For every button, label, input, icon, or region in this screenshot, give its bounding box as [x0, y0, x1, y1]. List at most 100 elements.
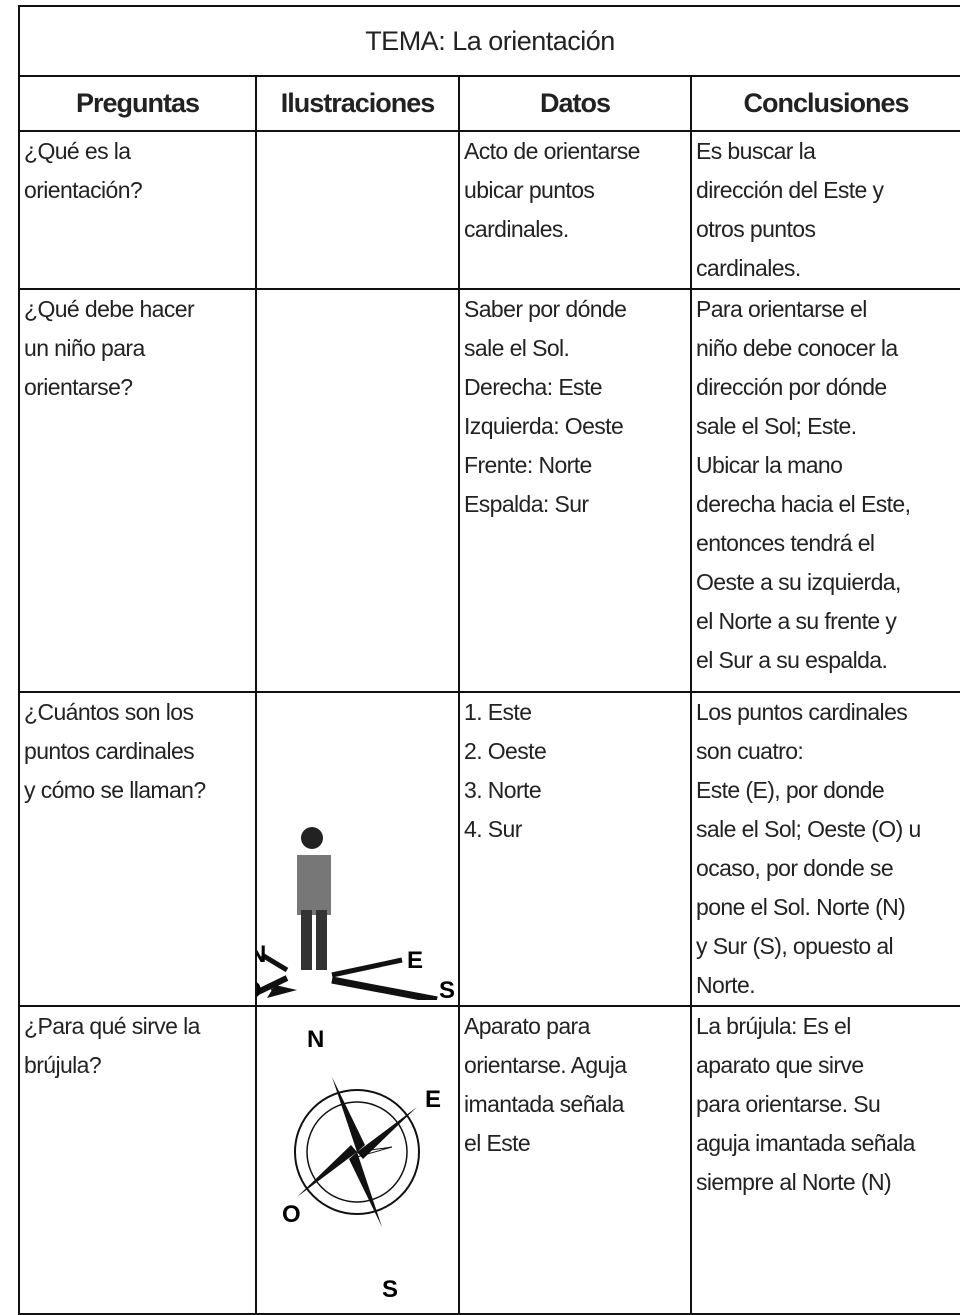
text-line: orientarse?: [24, 374, 133, 400]
text-line: Izquierda: Oeste: [464, 413, 624, 439]
illustration-cell: [255, 288, 460, 693]
text-line: dirección del Este y: [696, 177, 884, 203]
conclusion-cell: Es buscar la dirección del Este y otros pu…: [690, 130, 960, 290]
text-line: Ubicar la mano: [696, 452, 843, 478]
text-line: cardinales.: [696, 255, 801, 281]
text-line: Frente: Norte: [464, 452, 592, 478]
text-line: Saber por dónde: [464, 296, 627, 322]
text-line: Oeste a su izquierda,: [696, 569, 901, 595]
compass-illustration: N E O S: [282, 1026, 441, 1303]
text-line: pone el Sol. Norte (N): [696, 894, 906, 920]
conclusion-cell: La brújula: Es el aparato que sirve para o…: [690, 1005, 960, 1315]
text-line: Aparato para: [464, 1013, 590, 1039]
direction-label: O: [257, 977, 262, 1000]
illustration-cell: N E O S: [255, 1005, 460, 1315]
text-line: para orientarse. Su: [696, 1091, 881, 1117]
text-line: son cuatro:: [696, 738, 804, 764]
text-line: brújula?: [24, 1052, 102, 1078]
direction-label: N: [307, 1026, 324, 1053]
text-line: dirección por dónde: [696, 374, 887, 400]
conclusion-cell: Los puntos cardinales son cuatro: Este (E)…: [690, 691, 960, 1007]
text-line: imantada señala: [464, 1091, 624, 1117]
text-line: ubicar puntos: [464, 177, 595, 203]
direction-label: S: [439, 977, 455, 1000]
direction-label: E: [407, 947, 423, 974]
conclusion-cell: Para orientarse el niño debe conocer la di…: [690, 288, 960, 693]
text-line: aguja imantada señala: [696, 1130, 915, 1156]
text-line: ocaso, por donde se: [696, 855, 894, 881]
text-line: orientación?: [24, 177, 143, 203]
needle: [332, 1077, 365, 1152]
illustration-cell: [255, 130, 460, 290]
text-line: ¿Qué es la: [24, 138, 131, 164]
text-line: el Norte a su frente y: [696, 608, 897, 634]
leg: [316, 910, 327, 970]
text-line: derecha hacia el Este,: [696, 491, 911, 517]
text-line: Para orientarse el: [696, 296, 867, 322]
text-line: ¿Para qué sirve la: [24, 1013, 200, 1039]
arrow: [258, 975, 289, 995]
direction-label: O: [282, 1201, 301, 1228]
header-row: Preguntas Ilustraciones Datos Conclusiones: [18, 75, 960, 132]
text-line: La brújula: Es el: [696, 1013, 851, 1039]
text-line: otros puntos: [696, 216, 816, 242]
illustration-cell: N E O S: [255, 691, 460, 1007]
body: [297, 855, 331, 915]
needle: [357, 1107, 417, 1159]
text-line: sale el Sol; Este.: [696, 413, 857, 439]
question-cell: ¿Qué es la orientación?: [18, 130, 257, 290]
text-line: y Sur (S), opuesto al: [696, 933, 894, 959]
text-line: entonces tendrá el: [696, 530, 875, 556]
column-header: Preguntas: [18, 75, 257, 132]
arrow: [331, 957, 403, 978]
text-line: ¿Cuántos son los: [24, 699, 194, 725]
table-row: ¿Para qué sirve la brújula? N E O S Apara…: [18, 1005, 960, 1315]
column-header: Datos: [458, 75, 692, 132]
text-line: Espalda: Sur: [464, 491, 589, 517]
text-line: 4. Sur: [464, 816, 522, 842]
text-line: ¿Qué debe hacer: [24, 296, 195, 322]
direction-label: S: [382, 1276, 398, 1303]
data-cell: Saber por dónde sale el Sol. Derecha: Este…: [458, 288, 692, 693]
needle: [297, 1145, 357, 1197]
text-line: y cómo se llaman?: [24, 777, 206, 803]
column-header: Ilustraciones: [255, 75, 460, 132]
arrow: [331, 976, 438, 1004]
text-line: 1. Este: [464, 699, 532, 725]
arrow: [260, 952, 289, 973]
question-cell: ¿Cuántos son los puntos cardinales y cómo …: [18, 691, 257, 1007]
direction-label: E: [425, 1086, 441, 1113]
data-cell: 1. Este 2. Oeste 3. Norte 4. Sur: [458, 691, 692, 1007]
question-cell: ¿Para qué sirve la brújula?: [18, 1005, 257, 1315]
leg: [301, 910, 312, 970]
text-line: Acto de orientarse: [464, 138, 640, 164]
head: [301, 827, 323, 849]
data-cell: Acto de orientarse ubicar puntos cardinale…: [458, 130, 692, 290]
person-illustration: N E O S: [257, 827, 455, 1004]
text-line: Norte.: [696, 972, 756, 998]
page: TEMA: La orientación Preguntas Ilustracio…: [18, 5, 960, 1315]
topic-table: TEMA: La orientación Preguntas Ilustracio…: [18, 5, 960, 1315]
text-line: 3. Norte: [464, 777, 542, 803]
text-line: niño debe conocer la: [696, 335, 898, 361]
text-line: Es buscar la: [696, 138, 816, 164]
text-line: sale el Sol.: [464, 335, 570, 361]
table-row: ¿Qué es la orientación? Acto de orientarse…: [18, 130, 960, 290]
text-line: sale el Sol; Oeste (O) u: [696, 816, 921, 842]
data-cell: Aparato para orientarse. Aguja imantada se…: [458, 1005, 692, 1315]
table-row: ¿Cuántos son los puntos cardinales y cómo …: [18, 691, 960, 1007]
direction-label: N: [257, 941, 266, 968]
text-line: aparato que sirve: [696, 1052, 864, 1078]
text-line: el Sur a su espalda.: [696, 647, 888, 673]
text-line: Este (E), por donde: [696, 777, 885, 803]
needle: [349, 1152, 382, 1227]
table-title: TEMA: La orientación: [18, 5, 960, 77]
text-line: Los puntos cardinales: [696, 699, 908, 725]
text-line: Derecha: Este: [464, 374, 603, 400]
text-line: orientarse. Aguja: [464, 1052, 627, 1078]
text-line: puntos cardinales: [24, 738, 195, 764]
text-line: un niño para: [24, 335, 145, 361]
table-row: ¿Qué debe hacer un niño para orientarse? Sa…: [18, 288, 960, 693]
text-line: siempre al Norte (N): [696, 1169, 892, 1195]
question-cell: ¿Qué debe hacer un niño para orientarse?: [18, 288, 257, 693]
